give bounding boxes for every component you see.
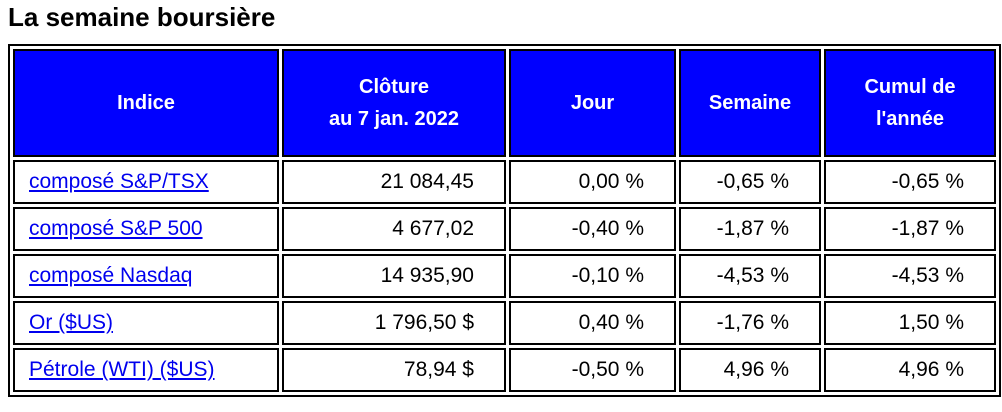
table-row: composé S&P/TSX 21 084,45 0,00 % -0,65 % -0,… [13,160,996,204]
header-text: Indice [117,92,175,114]
header-cell: Cumul de l'année [824,49,996,157]
value-cell: 4 677,02 [282,207,506,251]
value-cell: 0,00 % [509,160,676,204]
value-cell: -0,10 % [509,254,676,298]
index-link[interactable]: composé S&P/TSX [29,170,209,193]
value-cell: 78,94 $ [282,348,506,392]
value-cell: -1,76 % [679,301,821,345]
value-cell: -0,40 % [509,207,676,251]
table-body: composé S&P/TSX 21 084,45 0,00 % -0,65 % -0,… [13,160,996,392]
value-cell: -4,53 % [679,254,821,298]
header-text: Cumul de [864,76,956,98]
table-row: composé S&P 500 4 677,02 -0,40 % -1,87 % -1,… [13,207,996,251]
index-cell: composé S&P 500 [13,207,279,251]
value-cell: 4,96 % [679,348,821,392]
index-cell: composé Nasdaq [13,254,279,298]
header-text: au 7 jan. 2022 [328,108,460,130]
header-cell: Semaine [679,49,821,157]
index-link[interactable]: composé Nasdaq [29,264,193,287]
page-title: La semaine boursière [8,2,276,32]
value-cell: 21 084,45 [282,160,506,204]
value-cell: 1,50 % [824,301,996,345]
market-table: Indice Clôture au 7 jan. 2022 Jour Semaine Cu… [8,44,1001,397]
table-row: Pétrole (WTI) ($US) 78,94 $ -0,50 % 4,96 % 4… [13,348,996,392]
value-cell: 0,40 % [509,301,676,345]
table-row: composé Nasdaq 14 935,90 -0,10 % -4,53 % -4,… [13,254,996,298]
value-cell: -0,65 % [679,160,821,204]
value-cell: -4,53 % [824,254,996,298]
header-cell: Clôture au 7 jan. 2022 [282,49,506,157]
value-cell: -1,87 % [679,207,821,251]
value-cell: -0,65 % [824,160,996,204]
index-link[interactable]: Or ($US) [29,311,113,334]
header-text: l'année [875,108,945,130]
value-cell: 14 935,90 [282,254,506,298]
header-text: Semaine [708,92,792,114]
index-cell: Pétrole (WTI) ($US) [13,348,279,392]
index-link[interactable]: composé S&P 500 [29,217,203,240]
value-cell: -0,50 % [509,348,676,392]
index-cell: composé S&P/TSX [13,160,279,204]
header-text: Clôture [359,76,429,98]
index-link[interactable]: Pétrole (WTI) ($US) [29,358,215,381]
value-cell: 1 796,50 $ [282,301,506,345]
header-cell: Jour [509,49,676,157]
table-row: Or ($US) 1 796,50 $0,40 % -1,76 % 1,50 % [13,301,996,345]
header-cell: Indice [13,49,279,157]
value-cell: 4,96 % [824,348,996,392]
value-cell: -1,87 % [824,207,996,251]
header-text: Jour [570,92,615,114]
header-row: Indice Clôture au 7 jan. 2022 Jour Semaine Cu… [13,49,996,157]
index-cell: Or ($US) [13,301,279,345]
